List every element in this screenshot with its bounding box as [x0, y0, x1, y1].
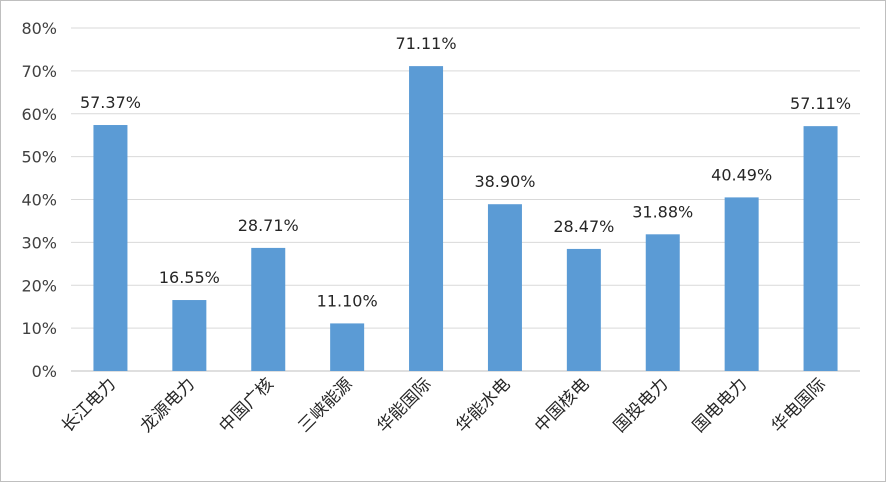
bar: [172, 300, 207, 371]
data-labels: 57.37% 16.55% 28.71% 11.10% 71.11% 38.90% 28.4…: [80, 34, 851, 310]
data-label: 28.71%: [238, 216, 299, 235]
y-tick-label: 70%: [21, 62, 57, 81]
watermark-text: 雪球：清风入海: [683, 444, 830, 468]
category-label: 华能国际: [373, 374, 435, 436]
y-tick-label: 60%: [21, 105, 57, 124]
category-label: 国投电力: [610, 374, 672, 436]
watermark: 雪球：清风入海: [648, 441, 830, 469]
bar: [645, 234, 680, 371]
snowball-logo-icon: [648, 441, 676, 469]
data-label: 40.49%: [711, 165, 772, 184]
category-label: 国电电力: [689, 374, 751, 436]
y-tick-label: 20%: [21, 276, 57, 295]
bar-layer: [93, 66, 838, 372]
bar: [251, 247, 286, 371]
data-label: 57.37%: [80, 93, 141, 112]
data-label: 28.47%: [553, 217, 614, 236]
data-label: 57.11%: [790, 94, 851, 113]
category-labels: 长江电力 龙源电力 中国广核 三峡能源 华能国际 华能水电 中国核电 国投电力 国电电力 华电国际: [58, 374, 830, 436]
bar: [803, 126, 838, 372]
category-label: 华电国际: [768, 374, 830, 436]
bar: [330, 323, 365, 371]
bar: [409, 66, 444, 371]
category-label: 中国核电: [531, 374, 593, 436]
category-label: 龙源电力: [137, 374, 199, 436]
category-label: 中国广核: [216, 374, 278, 436]
category-label: 华能水电: [452, 374, 514, 436]
category-label: 长江电力: [58, 374, 120, 436]
data-label: 31.88%: [632, 202, 693, 221]
y-tick-label: 80%: [21, 19, 57, 38]
y-tick-label: 30%: [21, 233, 57, 252]
bar: [487, 204, 522, 371]
data-label: 16.55%: [159, 268, 220, 287]
y-tick-label: 10%: [21, 319, 57, 338]
y-tick-label: 50%: [21, 148, 57, 167]
bar: [566, 248, 601, 371]
y-tick-label: 40%: [21, 191, 57, 210]
category-label: 三峡能源: [294, 374, 356, 436]
data-label: 11.10%: [317, 291, 378, 310]
y-axis-tick-labels: 0% 10% 20% 30% 40% 50% 60% 70% 80%: [21, 19, 57, 381]
bar: [93, 125, 128, 371]
bar: [724, 197, 759, 371]
data-label: 38.90%: [474, 172, 535, 191]
data-label: 71.11%: [396, 34, 457, 53]
y-tick-label: 0%: [32, 362, 57, 381]
